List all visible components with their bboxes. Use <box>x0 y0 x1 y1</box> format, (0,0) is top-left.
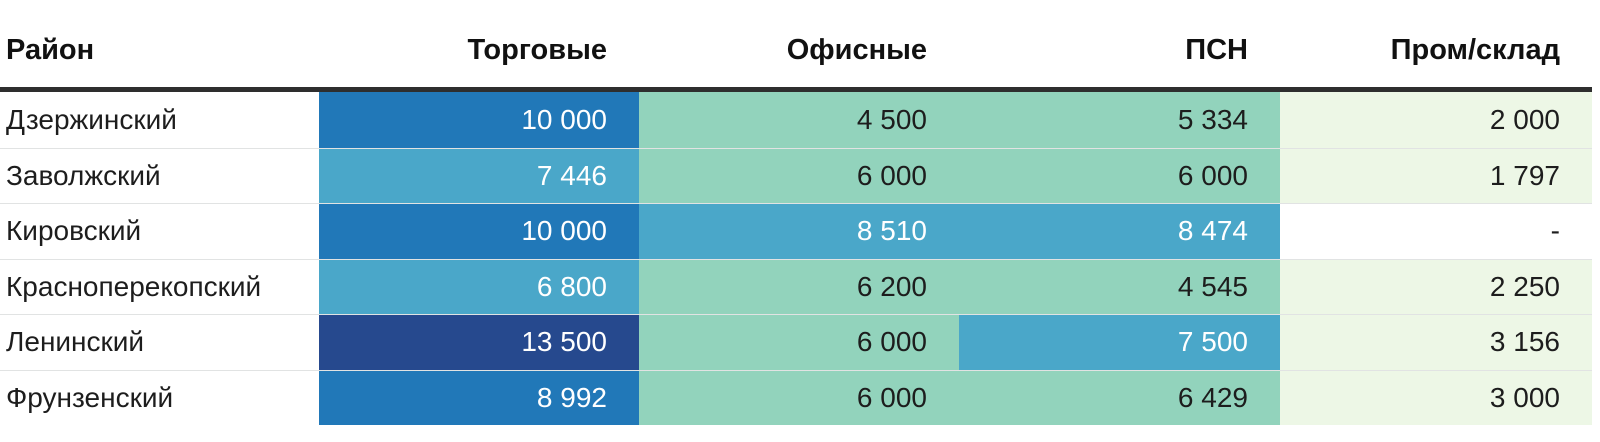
value-cell: 6 800 <box>319 259 639 314</box>
value-cell: 4 545 <box>959 259 1280 314</box>
value-cell: 6 000 <box>639 148 959 203</box>
value-cell: 6 000 <box>959 148 1280 203</box>
value-cell: 8 474 <box>959 204 1280 259</box>
column-header-district: Район <box>6 34 95 66</box>
value-cell: 4 500 <box>639 92 959 148</box>
value-cell: 7 500 <box>959 315 1280 370</box>
value-cell: 6 000 <box>639 370 959 425</box>
district-name: Красноперекопский <box>0 259 319 314</box>
value-cell: 2 000 <box>1280 92 1592 148</box>
value-cell: 8 992 <box>319 370 639 425</box>
value-cell: - <box>1280 204 1592 259</box>
table-row: Заволжский 7 446 6 000 6 000 1 797 <box>0 147 1592 203</box>
table-row: Ленинский 13 500 6 000 7 500 3 156 <box>0 314 1592 370</box>
value-cell: 7 446 <box>319 148 639 203</box>
value-cell: 3 000 <box>1280 370 1592 425</box>
column-header-psn: ПСН <box>1185 34 1248 66</box>
district-name: Кировский <box>0 204 319 259</box>
value-cell: 6 200 <box>639 259 959 314</box>
value-cell: 10 000 <box>319 204 639 259</box>
column-header-industrial: Пром/склад <box>1390 34 1560 66</box>
value-cell: 6 429 <box>959 370 1280 425</box>
table-row: Фрунзенский 8 992 6 000 6 429 3 000 <box>0 369 1592 425</box>
district-name: Фрунзенский <box>0 370 319 425</box>
table-row: Дзержинский 10 000 4 500 5 334 2 000 <box>0 92 1592 148</box>
column-header-office: Офисные <box>786 34 927 66</box>
value-cell: 1 797 <box>1280 148 1592 203</box>
value-cell: 8 510 <box>639 204 959 259</box>
district-name: Заволжский <box>0 148 319 203</box>
table-header-row: Район Торговые Офисные ПСН Пром/склад <box>0 0 1592 92</box>
district-rates-table: Район Торговые Офисные ПСН Пром/склад Дз… <box>0 0 1592 425</box>
value-cell: 5 334 <box>959 92 1280 148</box>
value-cell: 2 250 <box>1280 259 1592 314</box>
value-cell: 6 000 <box>639 315 959 370</box>
table-body: Дзержинский 10 000 4 500 5 334 2 000 Заволжск… <box>0 92 1592 425</box>
column-header-retail: Торговые <box>467 34 607 66</box>
district-name: Ленинский <box>0 315 319 370</box>
value-cell: 13 500 <box>319 315 639 370</box>
value-cell: 10 000 <box>319 92 639 148</box>
district-name: Дзержинский <box>0 92 319 148</box>
value-cell: 3 156 <box>1280 315 1592 370</box>
table-row: Кировский 10 000 8 510 8 474- <box>0 203 1592 259</box>
table-row: Красноперекопский 6 800 6 200 4 545 2 250 <box>0 258 1592 314</box>
